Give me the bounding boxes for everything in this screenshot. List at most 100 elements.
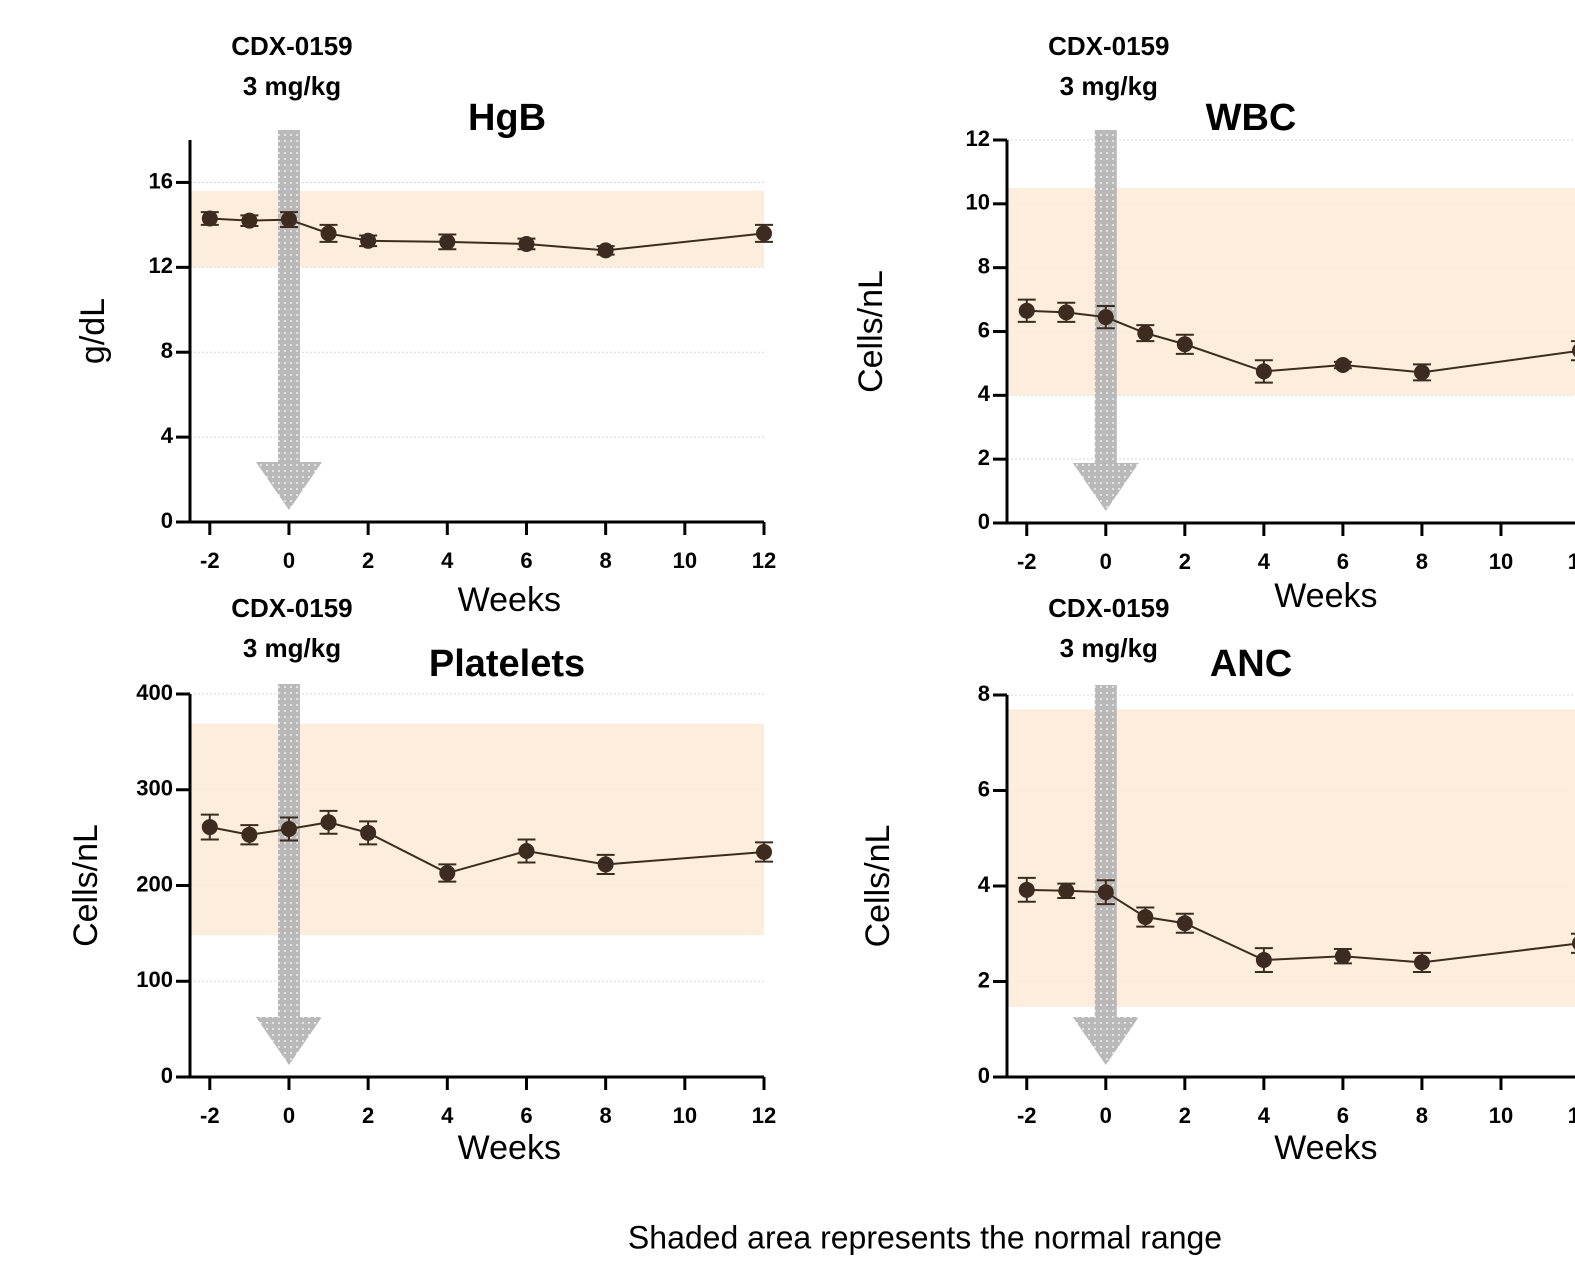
x-tick-label: 2 xyxy=(362,548,374,573)
y-tick-label: 8 xyxy=(161,338,173,363)
x-tick-label: 2 xyxy=(362,1103,374,1128)
annotation: 3 mg/kg xyxy=(243,633,341,663)
x-tick-label: -2 xyxy=(200,548,220,573)
y-tick-label: 0 xyxy=(161,1063,173,1088)
data-point xyxy=(241,826,258,843)
data-point xyxy=(360,232,377,249)
data-point xyxy=(280,821,297,838)
y-tick-label: 8 xyxy=(978,681,990,706)
chart-title: WBC xyxy=(1206,97,1297,139)
dose-arrow xyxy=(255,684,322,1065)
data-point xyxy=(597,856,614,873)
chart-title: Platelets xyxy=(429,643,585,685)
x-axis-label: Weeks xyxy=(1274,577,1377,615)
x-tick-label: 12 xyxy=(752,548,776,573)
data-point xyxy=(756,843,772,860)
y-tick-label: 8 xyxy=(978,253,990,278)
y-axis-label: g/dL xyxy=(74,298,112,364)
data-point xyxy=(1097,884,1114,901)
x-axis-label: Weeks xyxy=(1274,1129,1377,1167)
x-tick-label: 12 xyxy=(752,1103,776,1128)
x-tick-label: 4 xyxy=(441,1103,454,1128)
y-axis-label: Cells/nL xyxy=(852,270,890,393)
y-tick-label: 6 xyxy=(978,776,990,801)
x-tick-label: 12 xyxy=(1568,549,1575,574)
data-point xyxy=(1334,357,1351,374)
data-point xyxy=(360,824,377,841)
data-point xyxy=(1255,952,1272,969)
y-tick-label: 200 xyxy=(136,871,173,896)
y-tick-label: 0 xyxy=(161,508,173,533)
data-point xyxy=(1018,881,1035,898)
x-tick-label: 8 xyxy=(600,548,612,573)
x-tick-label: 0 xyxy=(1100,549,1112,574)
annotation: CDX-0159 xyxy=(1048,31,1169,61)
chart-title: HgB xyxy=(468,97,546,139)
annotation: CDX-0159 xyxy=(1048,593,1169,623)
y-tick-label: 10 xyxy=(966,190,990,215)
annotation: 3 mg/kg xyxy=(1060,633,1158,663)
data-point xyxy=(518,843,535,860)
data-point xyxy=(320,225,337,242)
x-tick-label: 4 xyxy=(1258,549,1271,574)
y-tick-label: 4 xyxy=(978,872,991,897)
data-point xyxy=(1572,344,1575,357)
data-point xyxy=(1413,954,1430,971)
x-tick-label: 6 xyxy=(520,1103,532,1128)
normal-range xyxy=(1007,709,1575,1007)
panel: 0 4 8 12 16 -2 0 2 4 6 8 10 12 HgB CDX-0159 3 mg/kg Week… xyxy=(74,31,776,619)
y-tick-label: 0 xyxy=(978,1063,990,1088)
y-tick-label: 0 xyxy=(978,509,990,534)
y-tick-label: 2 xyxy=(978,445,990,470)
data-point xyxy=(1097,309,1114,326)
data-point xyxy=(1018,302,1035,319)
data-point xyxy=(756,225,772,242)
data-point xyxy=(439,865,456,882)
x-tick-label: 4 xyxy=(1258,1103,1271,1128)
y-tick-label: 100 xyxy=(136,967,173,992)
data-point xyxy=(1058,882,1075,899)
dose-arrow xyxy=(1072,685,1139,1065)
dose-arrow xyxy=(255,130,322,510)
x-tick-label: 10 xyxy=(1489,1103,1513,1128)
normal-range xyxy=(190,190,764,268)
x-tick-label: 2 xyxy=(1179,1103,1191,1128)
y-axis-label: Cells/nL xyxy=(67,824,105,947)
x-tick-label: 0 xyxy=(1100,1103,1112,1128)
x-tick-label: 2 xyxy=(1179,549,1191,574)
footnote: Shaded area represents the normal range xyxy=(628,1219,1222,1255)
x-tick-label: -2 xyxy=(1017,549,1037,574)
data-point xyxy=(280,211,297,228)
y-tick-label: 16 xyxy=(149,168,173,193)
data-point xyxy=(1176,915,1193,932)
y-tick-label: 12 xyxy=(966,126,990,151)
y-tick-label: 4 xyxy=(161,423,174,448)
figure-body: 0 4 8 12 16 -2 0 2 4 6 8 10 12 HgB CDX-0159 3 mg/kg Week… xyxy=(67,31,1575,1167)
y-tick-label: 6 xyxy=(978,317,990,342)
annotation: CDX-0159 xyxy=(231,593,352,623)
data-point xyxy=(1255,363,1272,380)
x-tick-label: 8 xyxy=(1416,1103,1428,1128)
data-point xyxy=(1176,336,1193,353)
data-point xyxy=(518,235,535,252)
x-tick-label: -2 xyxy=(200,1103,220,1128)
annotation: 3 mg/kg xyxy=(243,71,341,101)
y-tick-label: 300 xyxy=(136,776,173,801)
data-point xyxy=(1413,364,1430,381)
normal-range xyxy=(190,723,764,936)
x-axis-label: Weeks xyxy=(458,1129,561,1167)
x-tick-label: 6 xyxy=(1337,1103,1349,1128)
error-bar xyxy=(1571,340,1575,362)
panel: 0 100 200 300 400 -2 0 2 4 6 8 10 12 Platelets CDX-015… xyxy=(67,593,776,1167)
data-point xyxy=(1334,948,1351,965)
chart-title: ANC xyxy=(1210,643,1292,685)
y-tick-label: 2 xyxy=(978,967,990,992)
x-tick-label: 10 xyxy=(1489,549,1513,574)
panel: 0 2 4 6 8 10 12 -2 0 2 4 6 8 10 12 WBC CDX-0159 3 mg/kg We… xyxy=(852,31,1575,615)
data-point xyxy=(320,814,337,831)
data-point xyxy=(241,212,258,229)
x-tick-label: 0 xyxy=(283,548,295,573)
annotation: 3 mg/kg xyxy=(1060,71,1158,101)
